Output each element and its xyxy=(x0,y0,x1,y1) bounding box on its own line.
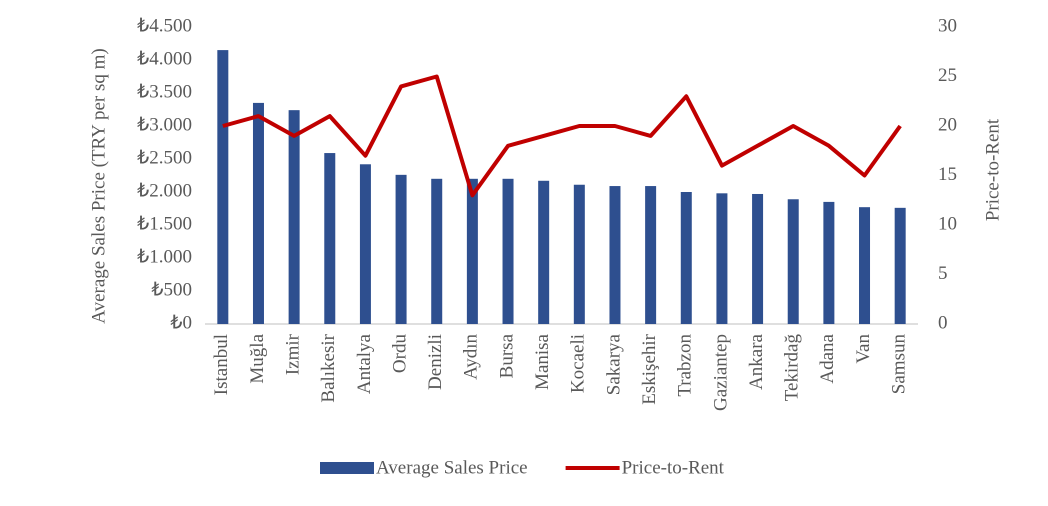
bar xyxy=(823,201,835,324)
y-tick-label: ₺2.500 xyxy=(137,147,192,168)
x-tick-label: Balıkesir xyxy=(318,333,339,402)
bar xyxy=(395,174,407,324)
line xyxy=(222,74,902,198)
y-tick-label: ₺4.000 xyxy=(137,48,192,69)
y2-tick-label: 25 xyxy=(938,65,957,86)
x-tick-label: Trabzon xyxy=(675,334,696,397)
x-tick-label: Ordu xyxy=(389,334,410,374)
x-tick-label: Aydın xyxy=(461,334,482,380)
bar xyxy=(324,153,336,324)
bar xyxy=(752,193,764,324)
y2-tick-label: 15 xyxy=(938,164,957,185)
y2-tick-label: 5 xyxy=(938,263,948,284)
y-tick-label: ₺3.500 xyxy=(137,81,192,102)
x-tick-label: Ankara xyxy=(746,333,767,389)
bar xyxy=(573,184,585,324)
x-tick-label: Manisa xyxy=(532,333,553,390)
y-axis-title: Average Sales Price (TRY per sq m) xyxy=(88,48,109,323)
bar xyxy=(252,102,264,325)
bar xyxy=(217,50,229,324)
bar xyxy=(538,180,550,324)
x-tick-label: Izmir xyxy=(282,333,303,375)
y2-tick-label: 10 xyxy=(938,213,957,234)
y-tick-label: ₺1.000 xyxy=(137,246,192,267)
legend-label: Average Sales Price xyxy=(376,457,528,478)
bar xyxy=(609,186,621,324)
bar xyxy=(787,199,799,324)
legend-label: Price-to-Rent xyxy=(622,457,725,478)
y-tick-label: ₺0 xyxy=(170,312,192,333)
x-tick-label: Sakarya xyxy=(603,333,624,395)
bar xyxy=(431,178,443,324)
x-tick-label: Tekirdağ xyxy=(782,334,803,402)
y-tick-label: ₺3.000 xyxy=(137,114,192,135)
bar xyxy=(359,164,371,324)
x-tick-label: Eskişehir xyxy=(639,333,660,404)
y-tick-label: ₺4.500 xyxy=(137,15,192,36)
bar xyxy=(894,207,906,324)
bar xyxy=(288,110,300,324)
bar xyxy=(502,178,514,324)
x-tick-label: Antalya xyxy=(354,333,375,394)
x-tick-label: Muğla xyxy=(247,333,268,383)
bar xyxy=(859,207,871,324)
legend-swatch xyxy=(320,462,374,474)
x-tick-label: Denizli xyxy=(425,334,446,390)
y-tick-label: ₺2.000 xyxy=(137,180,192,201)
y2-tick-label: 20 xyxy=(938,114,957,135)
x-tick-label: Kocaeli xyxy=(568,334,589,393)
x-tick-label: Gaziantep xyxy=(710,334,731,411)
bar xyxy=(680,192,692,324)
bar xyxy=(645,186,657,324)
y-tick-label: ₺500 xyxy=(151,279,192,300)
x-tick-label: Istanbul xyxy=(211,334,232,395)
y-tick-label: ₺1.500 xyxy=(137,213,192,234)
y2-tick-label: 30 xyxy=(938,15,957,36)
x-tick-label: Adana xyxy=(817,333,838,383)
x-tick-label: Bursa xyxy=(496,333,517,378)
bar xyxy=(716,193,728,324)
x-tick-label: Samsun xyxy=(889,334,910,395)
y2-axis-title: Price-to-Rent xyxy=(982,118,1003,221)
x-tick-label: Van xyxy=(853,334,874,364)
y2-tick-label: 0 xyxy=(938,312,948,333)
bar xyxy=(466,178,478,324)
